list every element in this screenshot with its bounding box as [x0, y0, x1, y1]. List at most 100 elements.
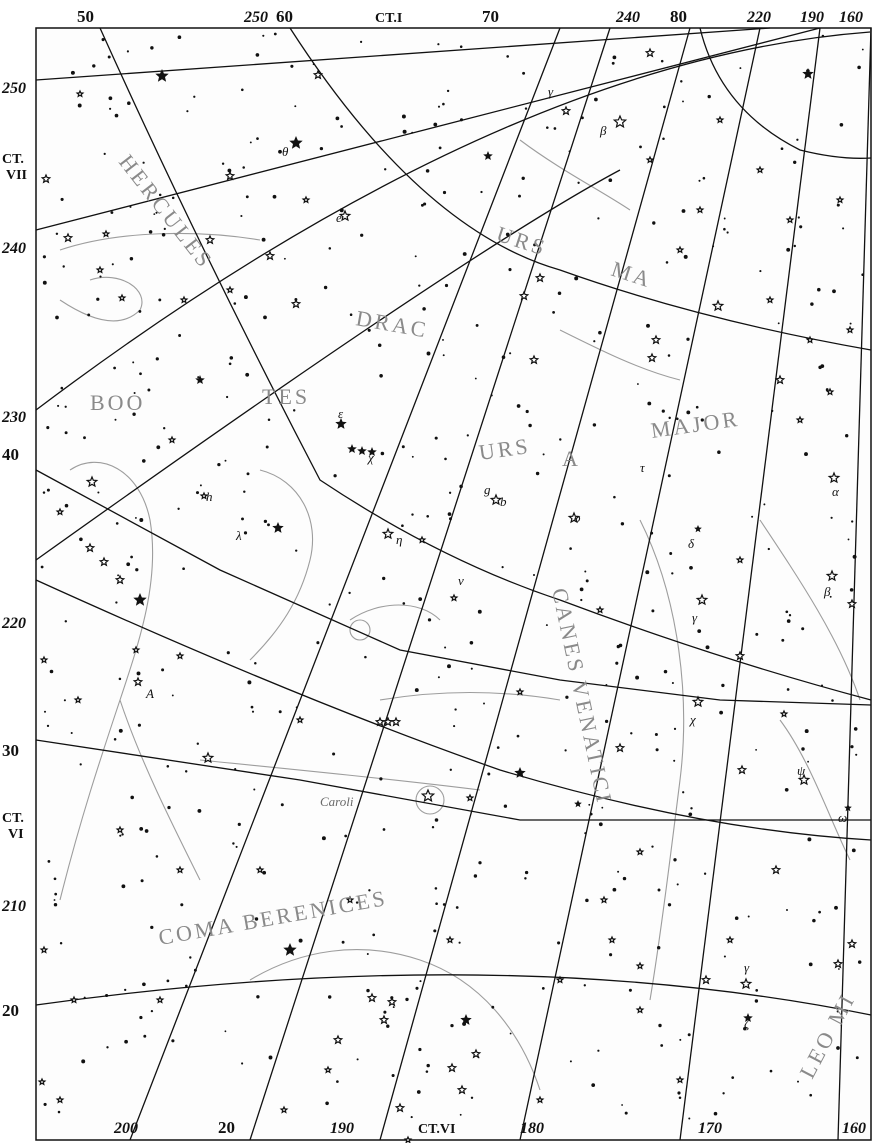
dot-star-15	[767, 547, 770, 551]
star-60	[607, 935, 617, 944]
left-label-210: 210	[1, 898, 26, 915]
dot-star-290	[126, 50, 129, 53]
star-75	[84, 542, 96, 553]
star-87	[725, 935, 735, 944]
declination-circles	[35, 27, 872, 1016]
star-label-chi-uma: χ	[688, 712, 696, 727]
dot-star-18	[411, 131, 414, 134]
dot-star-41	[442, 102, 445, 106]
dot-star-162	[147, 388, 151, 392]
dot-star-263	[253, 788, 256, 791]
top-label-160: 160	[839, 9, 863, 26]
dot-star-476	[585, 898, 589, 903]
bottom-label-190: 190	[330, 1120, 354, 1137]
dot-star-450	[442, 903, 446, 906]
dot-star-485	[817, 287, 821, 292]
dot-star-289	[810, 302, 814, 306]
star-label-gamma-uma: γ	[692, 610, 698, 625]
dot-star-326	[129, 205, 132, 208]
dot-star-118	[601, 806, 604, 809]
dot-star-209	[42, 280, 47, 285]
dot-star-288	[739, 67, 742, 70]
dot-star-364	[59, 942, 63, 945]
dot-star-157	[138, 309, 142, 313]
dot-star-46	[47, 860, 51, 863]
left-axis-labels: 250 CT. VII 240 230 40 220 30 CT. VI 210…	[1, 80, 27, 1020]
top-label-190: 190	[800, 9, 824, 26]
dot-star-392	[442, 354, 445, 357]
star-label-nu-boo: ν	[458, 573, 464, 588]
star-label-e: e	[336, 210, 342, 225]
dot-star-153	[755, 748, 758, 751]
star-15	[133, 593, 147, 606]
dot-star-463	[435, 902, 438, 905]
dot-star-81	[64, 620, 68, 623]
dot-star-471	[755, 632, 759, 636]
dot-star-64	[83, 436, 86, 440]
star-103	[39, 655, 49, 664]
dot-star-378	[163, 227, 166, 231]
dot-star-368	[166, 979, 170, 983]
dot-star-506	[142, 982, 146, 987]
dot-star-63	[405, 997, 409, 1002]
dot-star-42	[229, 356, 234, 360]
dot-star-56	[416, 1090, 421, 1094]
star-62	[650, 334, 662, 345]
star-99	[101, 229, 111, 238]
dot-star-488	[449, 768, 452, 771]
dot-star-221	[660, 59, 664, 63]
star-58	[770, 864, 782, 875]
dot-star-19	[379, 777, 383, 781]
dot-star-272	[433, 929, 437, 933]
dot-star-238	[426, 351, 431, 356]
dot-star-70	[232, 842, 235, 845]
star-83	[734, 650, 746, 661]
star-label-omega-uma: ω	[838, 810, 847, 825]
star-7	[335, 418, 347, 429]
star-35	[201, 751, 215, 764]
dot-star-90	[690, 807, 693, 810]
star-107	[445, 935, 455, 944]
dot-star-150	[237, 822, 241, 827]
dot-star-382	[712, 245, 715, 248]
star-label-alpha-uma: α	[832, 484, 840, 499]
dot-star-420	[155, 211, 158, 214]
dot-star-0	[444, 646, 447, 649]
dot-star-239	[662, 137, 665, 141]
dot-star-511	[256, 137, 259, 140]
dot-star-365	[671, 681, 674, 685]
left-label-40: 40	[2, 445, 19, 464]
star-70	[290, 298, 302, 309]
dot-star-479	[680, 80, 683, 83]
dot-star-125	[379, 374, 383, 378]
dot-star-281	[459, 45, 463, 48]
dot-star-31	[402, 129, 407, 134]
dot-star-134	[662, 105, 666, 109]
dot-star-269	[390, 996, 394, 1000]
dot-star-99	[751, 515, 754, 518]
dot-star-183	[459, 118, 464, 122]
dot-star-163	[663, 669, 668, 674]
dot-star-52	[401, 445, 405, 449]
dot-star-222	[516, 404, 521, 408]
dot-star-267	[717, 450, 721, 454]
star-20	[691, 695, 705, 708]
star-91	[69, 995, 79, 1004]
dot-star-13	[676, 417, 679, 421]
dot-star-412	[702, 176, 706, 180]
star-33	[382, 716, 394, 727]
dot-star-139	[617, 870, 620, 873]
top-label-250: 250	[243, 9, 268, 26]
dot-star-312	[557, 291, 562, 296]
dot-star-360	[196, 742, 199, 745]
dot-star-82	[323, 285, 328, 290]
dot-star-278	[673, 727, 677, 731]
dot-star-55	[450, 1023, 454, 1028]
dot-star-62	[657, 888, 661, 892]
star-100	[95, 265, 105, 274]
dot-star-166	[695, 405, 699, 409]
dot-star-30	[46, 426, 50, 430]
dot-star-465	[458, 941, 461, 944]
dot-star-404	[579, 587, 584, 592]
dot-star-446	[137, 723, 141, 727]
